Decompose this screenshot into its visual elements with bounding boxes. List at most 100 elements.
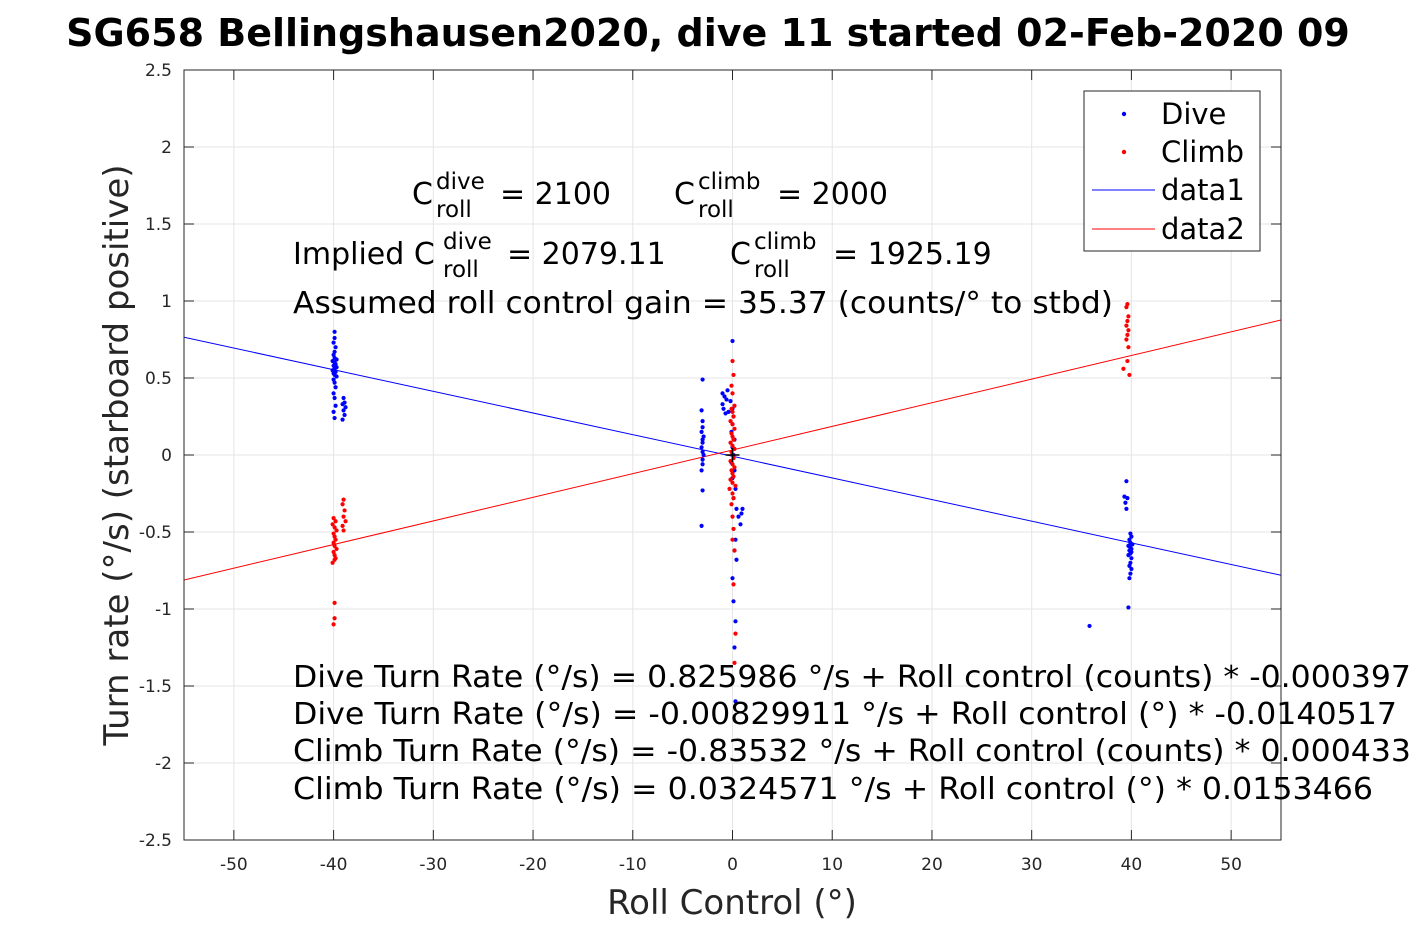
implied-dive-value: = 2079.11 xyxy=(507,237,666,272)
dive-point xyxy=(699,445,704,450)
y-tick-label: -2.5 xyxy=(139,831,172,851)
climb-point xyxy=(731,474,736,479)
dive-point xyxy=(1126,553,1131,558)
climb-point xyxy=(730,537,735,542)
climb-point xyxy=(1125,318,1130,324)
dive-point xyxy=(725,388,730,393)
climb-point xyxy=(1124,305,1129,310)
dive-point xyxy=(733,537,738,542)
y-tick-label: -2 xyxy=(155,754,172,774)
climb-point xyxy=(733,631,738,636)
climb-point xyxy=(730,514,735,519)
climb-point xyxy=(730,409,735,414)
dive-point xyxy=(700,440,705,445)
dive-point xyxy=(1129,556,1134,561)
climb-point xyxy=(731,414,736,419)
implied-c-climb-annotation: C climb roll = 1925.19 xyxy=(730,229,992,283)
legend: Dive Climb data1 data2 xyxy=(1083,90,1261,252)
implied-dive-sup: dive xyxy=(443,229,492,255)
c-climb-roll-sup: climb xyxy=(698,169,760,195)
climb-point xyxy=(731,437,736,442)
climb-point xyxy=(340,523,345,528)
x-tick-label: 20 xyxy=(921,855,943,875)
plot-series xyxy=(184,301,1281,704)
climb-point xyxy=(731,496,736,501)
dive-point xyxy=(722,394,727,399)
implied-climb-value: = 1925.19 xyxy=(833,237,992,272)
climb-point xyxy=(333,537,338,542)
dive-point xyxy=(700,457,705,462)
dive-point xyxy=(700,488,705,493)
y-tick-label: 0.5 xyxy=(145,369,172,389)
dive-point xyxy=(730,576,735,581)
roll-gain-annotation: Assumed roll control gain = 35.37 (count… xyxy=(293,286,1113,321)
dive-point xyxy=(333,345,338,350)
climb-point xyxy=(730,422,735,427)
climb-point xyxy=(730,462,735,467)
dive-point xyxy=(340,417,345,422)
dive-point xyxy=(1124,479,1129,484)
climb-point xyxy=(728,459,733,464)
dive-point xyxy=(332,415,337,421)
c-climb-roll-base: C xyxy=(674,177,695,212)
climb-point xyxy=(1125,358,1130,364)
dive-point xyxy=(334,374,339,379)
climb-point xyxy=(1126,314,1131,319)
climb-point xyxy=(330,522,335,527)
climb-point xyxy=(732,426,737,431)
dive-point xyxy=(332,329,337,334)
climb-point xyxy=(1126,328,1131,333)
dive-point xyxy=(341,395,346,401)
dive-point xyxy=(723,411,728,416)
c-dive-roll-base: C xyxy=(412,177,433,212)
c-climb-roll-sub: roll xyxy=(698,197,734,223)
x-tick-label: -10 xyxy=(619,855,647,875)
x-tick-label: 30 xyxy=(1021,855,1043,875)
climb-point xyxy=(330,560,335,565)
x-tick-label: 40 xyxy=(1121,855,1143,875)
climb-point xyxy=(729,383,734,388)
climb-point xyxy=(341,514,346,519)
dive-point xyxy=(1126,605,1131,610)
climb-point xyxy=(727,486,732,491)
dive-point xyxy=(700,425,705,430)
climb-point xyxy=(732,403,737,408)
dive-point xyxy=(733,699,738,704)
climb-point xyxy=(333,519,338,524)
dive-point xyxy=(733,619,738,624)
c-dive-roll-sub: roll xyxy=(436,197,472,223)
climb-point xyxy=(729,502,734,507)
climb-point xyxy=(342,508,347,513)
climb-point xyxy=(334,528,339,533)
climb-point xyxy=(1124,323,1129,328)
y-tick-label: 1 xyxy=(161,292,172,312)
x-tick-label: 0 xyxy=(727,855,738,875)
legend-data2-label: data2 xyxy=(1161,212,1245,246)
x-tick-label: -30 xyxy=(419,855,447,875)
climb-point xyxy=(1127,372,1132,378)
c-climb-roll-value: = 2000 xyxy=(777,177,888,212)
dive-point xyxy=(700,462,705,467)
climb-point xyxy=(732,465,737,470)
climb-point xyxy=(732,548,737,553)
legend-climb-marker xyxy=(1121,149,1127,155)
dive-point xyxy=(1128,571,1133,576)
fit-equation-dive-degrees: Dive Turn Rate (°/s) = -0.00829911 °/s +… xyxy=(293,697,1397,732)
tick-marks xyxy=(184,69,1281,841)
y-tick-label: 2.5 xyxy=(145,61,172,81)
dive-point xyxy=(720,402,725,407)
dive-point xyxy=(699,468,704,473)
climb-point xyxy=(332,525,337,530)
dive-point xyxy=(1124,506,1129,511)
dive-point xyxy=(732,468,737,473)
c-dive-roll-value: = 2100 xyxy=(500,177,611,212)
x-tick-labels: -50 -40 -30 -20 -10 0 10 20 30 40 50 xyxy=(220,855,1242,875)
dive-point xyxy=(1127,576,1132,581)
fit-equation-climb-counts: Climb Turn Rate (°/s) = -0.83532 °/s + R… xyxy=(293,734,1411,769)
y-tick-label: 2 xyxy=(161,138,172,158)
climb-point xyxy=(343,519,348,524)
y-tick-label: -0.5 xyxy=(139,523,172,543)
dive-point xyxy=(331,340,336,345)
dive-point xyxy=(738,522,743,527)
